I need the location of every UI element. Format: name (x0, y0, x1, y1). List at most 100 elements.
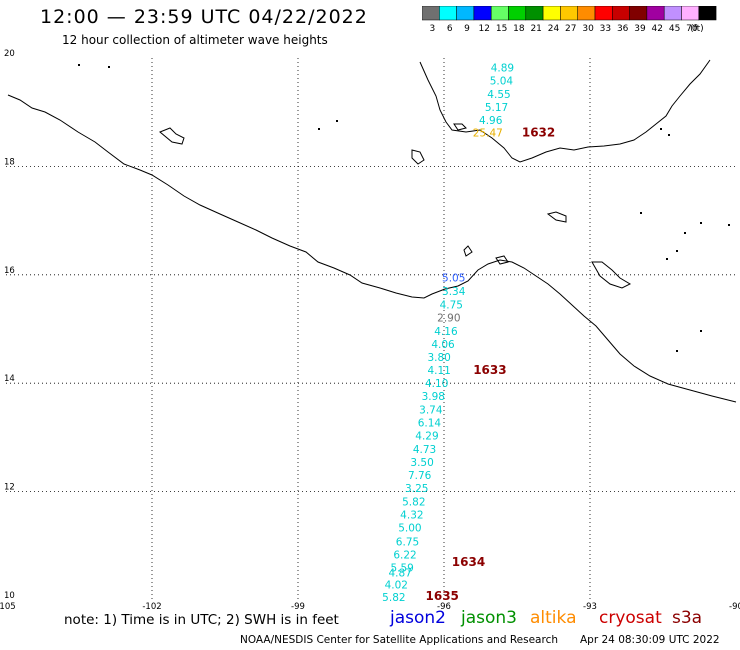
satellite-label-altika: altika (530, 608, 577, 628)
coastline-segment (495, 255, 509, 265)
lon-tick-label: -93 (583, 602, 597, 610)
islet (728, 224, 730, 226)
islet (700, 222, 702, 224)
lat-tick-label: 18 (4, 157, 15, 167)
page-subtitle: 12 hour collection of altimeter wave hei… (62, 33, 328, 47)
colorbar-tick-label: 21 (530, 24, 541, 34)
satellite-label-s3a: s3a (672, 608, 703, 628)
coastline-segment (411, 149, 425, 165)
islet (318, 128, 320, 130)
lat-tick-label: 10 (4, 591, 15, 601)
colorbar-tick-label: 42 (652, 24, 663, 34)
swh-value-label: 5.04 (490, 76, 514, 88)
swh-value-label: 5.17 (485, 102, 508, 114)
swh-value-label: 4.87 (389, 568, 412, 580)
coastline-segment (591, 261, 632, 289)
satellite-label-jason3: jason3 (461, 608, 517, 628)
lat-tick-label: 14 (4, 374, 15, 384)
colorbar-tick-label: 36 (617, 24, 629, 34)
swh-value-label: 4.89 (491, 63, 514, 75)
swh-value-label: 25.47 (473, 128, 503, 140)
swh-value-label: 5.05 (442, 272, 465, 284)
swh-value-label: 4.32 (400, 510, 423, 522)
coastline-segment (546, 211, 567, 223)
pass-time-labels: 1632 1633 1634 1635 (426, 126, 556, 603)
lon-tick-label: -96 (437, 602, 451, 610)
colorbar-swatch (698, 6, 717, 21)
colorbar-tick-label: 70 (686, 24, 698, 34)
swh-value-label: 4.29 (415, 431, 438, 443)
coastline-segment (463, 245, 473, 257)
colorbar-tick-label: 12 (479, 24, 490, 34)
islet (676, 350, 678, 352)
swh-value-label: 3.25 (405, 483, 428, 495)
colorbar-tick-label: 24 (548, 24, 560, 34)
altimeter-map: -105-102-99-96-93-90201816141210 4.895.0… (0, 49, 740, 610)
colorbar-tick-label: 27 (565, 24, 576, 34)
pass-time-label: 1632 (522, 126, 555, 140)
swh-value-label: 3.80 (427, 352, 450, 364)
pass-time-label: 1633 (473, 363, 506, 377)
colorbar-tick-label: 45 (669, 24, 680, 34)
coastline-segment (419, 59, 711, 163)
swh-value-label: 5.00 (398, 523, 421, 535)
swh-value-label: 6.75 (396, 536, 419, 548)
satellite-label-jason2: jason2 (390, 608, 446, 628)
colorbar-tick-label: 6 (447, 24, 453, 34)
islet (700, 330, 702, 332)
swh-value-label: 4.16 (434, 326, 458, 338)
swh-value-label: 4.10 (425, 378, 448, 390)
swh-value-label: 5.82 (402, 497, 425, 509)
colorbar-tick-label: 15 (496, 24, 507, 34)
lon-tick-label: -90 (729, 602, 740, 610)
lat-tick-label: 20 (4, 49, 15, 59)
footer-note: note: 1) Time is in UTC; 2) SWH is in fe… (64, 612, 339, 628)
lon-tick-label: -99 (291, 602, 305, 610)
swh-value-label: 4.75 (440, 299, 463, 311)
coastline (7, 59, 737, 403)
swh-value-label: 3.50 (410, 457, 433, 469)
swh-value-label: 3.34 (442, 286, 466, 298)
islet (684, 232, 686, 234)
colorbar-tick-label: 18 (513, 24, 525, 34)
lat-tick-label: 16 (4, 266, 15, 276)
pass-time-label: 1635 (426, 589, 459, 603)
lon-tick-label: -105 (0, 602, 16, 610)
swh-value-label: 3.98 (422, 391, 445, 403)
swh-value-label: 7.76 (408, 470, 432, 482)
swh-value-label: 4.96 (479, 115, 503, 127)
wave-height-colorbar: 3 6 9 12 15 18 21 24 27 30 33 36 39 42 45 70(ft) (422, 6, 717, 34)
colorbar-tick-label: 39 (634, 24, 646, 34)
islet (666, 258, 668, 260)
swh-value-label: 4.55 (487, 89, 510, 101)
islet (640, 212, 642, 214)
swh-value-label: 5.59 (390, 562, 413, 574)
colorbar-unit-label: (ft) (690, 24, 704, 34)
colorbar-tick-label: 33 (600, 24, 611, 34)
islet (78, 64, 80, 66)
islet (108, 66, 110, 68)
islet (676, 250, 678, 252)
swh-value-label: 5.82 (382, 592, 405, 604)
lat-tick-label: 12 (4, 483, 15, 493)
coastline-segment (159, 127, 185, 145)
swh-value-label: 4.02 (385, 580, 408, 592)
credit-line: NOAA/NESDIS Center for Satellite Applica… (240, 634, 558, 646)
colorbar-tick-label: 9 (464, 24, 470, 34)
page-title: 12:00 — 23:59 UTC 04/22/2022 (40, 6, 368, 28)
lon-tick-label: -102 (142, 602, 161, 610)
swh-value-label: 4.73 (413, 444, 436, 456)
colorbar-tick-label: 3 (430, 24, 436, 34)
colorbar-tick-label: 30 (582, 24, 594, 34)
coastline-segment (7, 94, 737, 403)
swh-value-label: 4.06 (431, 339, 455, 351)
graticule: -105 -102 -99 -96 -93 -90 20 18 16 14 12 10 (0, 49, 740, 610)
satellite-label-cryosat: cryosat (599, 608, 662, 628)
swh-value-label: 2.90 (437, 312, 460, 324)
islet (336, 120, 338, 122)
swh-value-label: 4.11 (427, 365, 450, 377)
swh-value-label: 3.74 (419, 405, 443, 417)
pass-time-label: 1634 (452, 555, 485, 569)
generation-timestamp: Apr 24 08:30:09 UTC 2022 (580, 634, 720, 646)
